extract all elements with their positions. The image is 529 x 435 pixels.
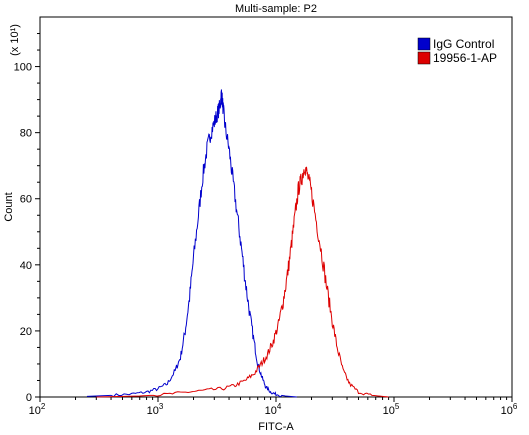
x-tick-label: 104 (265, 402, 282, 417)
y-tick-label: 0 (26, 392, 32, 404)
x-tick-label: 106 (501, 402, 518, 417)
y-axis-scale-label: (x 10¹) (9, 24, 21, 56)
plot-area-frame (39, 16, 513, 398)
y-tick-label: 20 (20, 326, 32, 338)
x-axis-label: FITC-A (258, 421, 294, 433)
legend-label: 19956-1-AP (433, 51, 497, 65)
x-tick-label: 102 (29, 402, 46, 417)
y-tick-label: 100 (14, 62, 32, 74)
series-layer (86, 89, 389, 398)
series-line-igg-control (86, 89, 297, 398)
y-tick-label: 40 (20, 260, 32, 272)
axes-layer: 102 103 104 105 106 0 20 40 60 80 100 (14, 33, 518, 417)
chart-title: Multi-sample: P2 (235, 3, 317, 15)
y-tick-label: 60 (20, 194, 32, 206)
series-line-19956-1-ap (96, 166, 389, 398)
x-tick-label: 103 (147, 402, 164, 417)
legend-swatch (417, 37, 431, 51)
x-tick-label: 105 (383, 402, 400, 417)
y-tick-label: 80 (20, 128, 32, 140)
legend-label: IgG Control (433, 37, 494, 51)
y-axis-label: Count (3, 192, 15, 221)
legend-swatch (417, 51, 431, 65)
